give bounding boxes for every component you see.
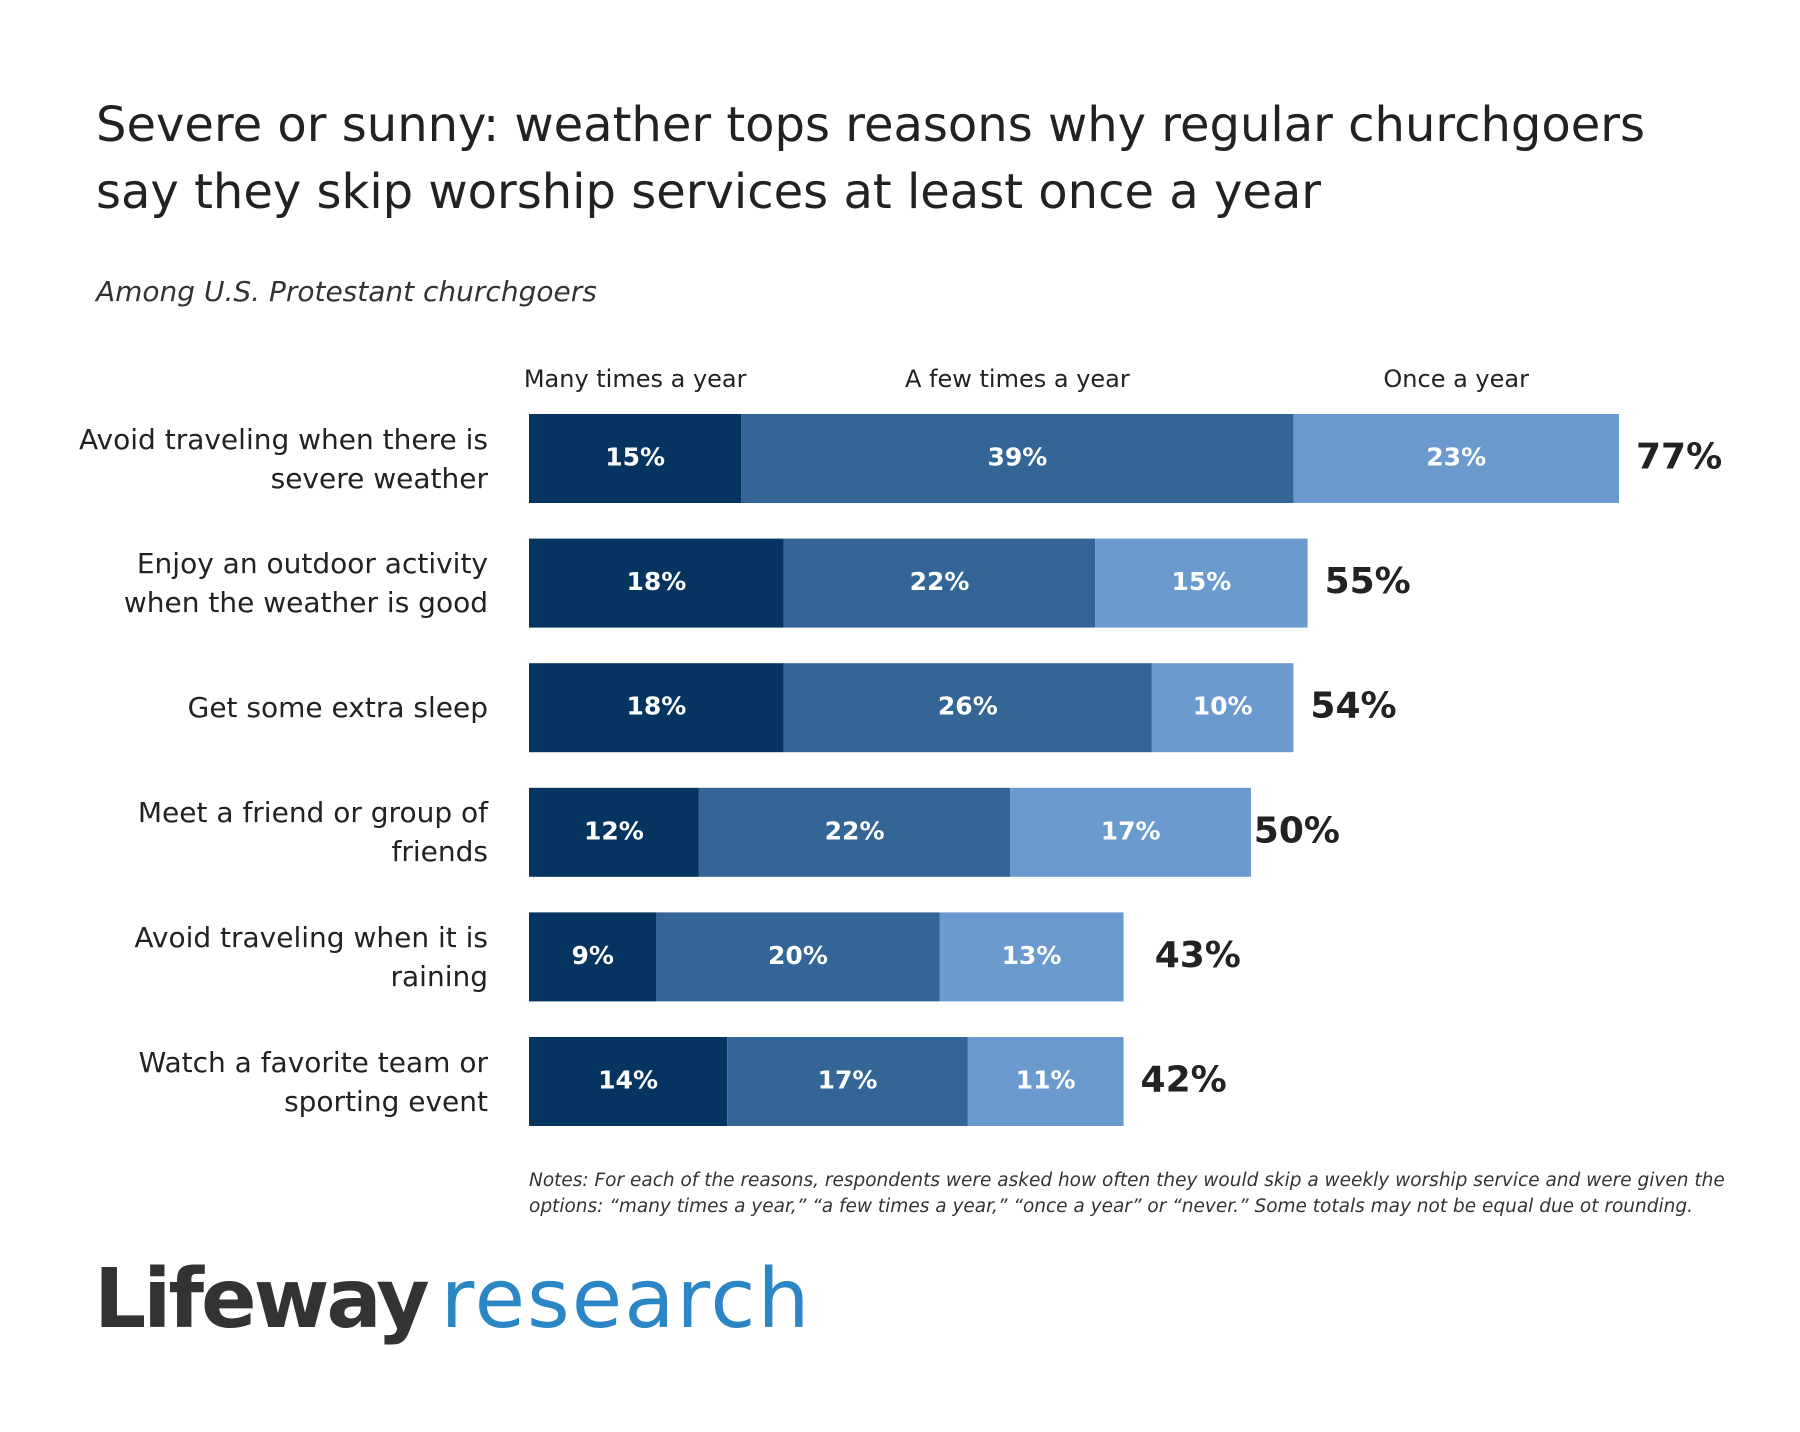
value-label: 26% (938, 692, 998, 721)
total-label: 55% (1325, 561, 1411, 602)
bar-segment (529, 1037, 728, 1126)
total-label: 54% (1310, 686, 1396, 727)
logo-brand: Lifeway (94, 1252, 430, 1347)
value-label: 14% (598, 1066, 658, 1095)
chart-title: Severe or sunny: weather tops reasons wh… (96, 97, 1645, 220)
value-label: 13% (1002, 941, 1062, 970)
value-label: 18% (626, 692, 686, 721)
legend-label: A few times a year (905, 365, 1130, 393)
value-label: 20% (768, 941, 828, 970)
bar-segment (529, 538, 784, 628)
category-label: Avoid traveling when it is raining (134, 920, 488, 993)
total-label: 77% (1636, 437, 1722, 478)
bar-segment (529, 912, 657, 1002)
value-label: 17% (818, 1066, 878, 1095)
bar-segment (529, 414, 742, 503)
bar-segment (939, 912, 1124, 1002)
logo-sub: research (440, 1252, 812, 1347)
value-label: 11% (1016, 1066, 1076, 1095)
bar-segment (529, 663, 784, 753)
value-label: 39% (987, 443, 1047, 472)
legend-label: Many times a year (524, 365, 747, 393)
bar-segment (656, 912, 940, 1002)
value-label: 12% (584, 816, 644, 845)
chart-subtitle: Among U.S. Protestant churchgoers (96, 275, 597, 308)
value-label: 15% (1171, 567, 1231, 596)
value-label: 18% (626, 567, 686, 596)
total-label: 43% (1155, 935, 1241, 976)
bar-segment (727, 1037, 968, 1126)
bar-segment (529, 787, 699, 877)
total-label: 42% (1141, 1060, 1227, 1101)
bar-segment (741, 414, 1294, 503)
category-label: Enjoy an outdoor activity when the weath… (123, 547, 488, 620)
value-label: 22% (910, 567, 970, 596)
legend-label: Once a year (1383, 365, 1529, 393)
value-label: 10% (1193, 692, 1253, 721)
value-label: 23% (1426, 443, 1486, 472)
category-label: Meet a friend or group of friends (137, 796, 488, 869)
bar-segment (1095, 538, 1308, 628)
total-label: 50% (1254, 810, 1340, 851)
bar-segment (1293, 414, 1619, 503)
bar-segment (783, 663, 1152, 753)
notes: Notes: For each of the reasons, responde… (529, 1170, 1725, 1217)
bar-segment (783, 538, 1096, 628)
value-label: 17% (1101, 816, 1161, 845)
bar-segment (1010, 787, 1251, 877)
bar-segment (698, 787, 1011, 877)
category-label: Get some extra sleep (187, 691, 488, 725)
value-label: 9% (571, 941, 613, 970)
bar-segment (1151, 663, 1294, 753)
value-label: 15% (605, 443, 665, 472)
logo: Lifeway research (94, 1250, 811, 1350)
bar-segment (967, 1037, 1124, 1126)
value-label: 22% (825, 816, 885, 845)
category-label: Watch a favorite team or sporting event (138, 1045, 488, 1118)
category-label: Avoid traveling when there is severe wea… (79, 422, 488, 495)
